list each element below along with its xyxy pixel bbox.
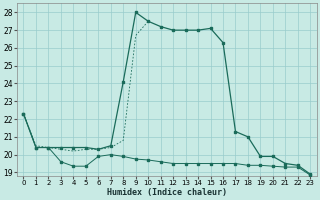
X-axis label: Humidex (Indice chaleur): Humidex (Indice chaleur) — [107, 188, 227, 197]
